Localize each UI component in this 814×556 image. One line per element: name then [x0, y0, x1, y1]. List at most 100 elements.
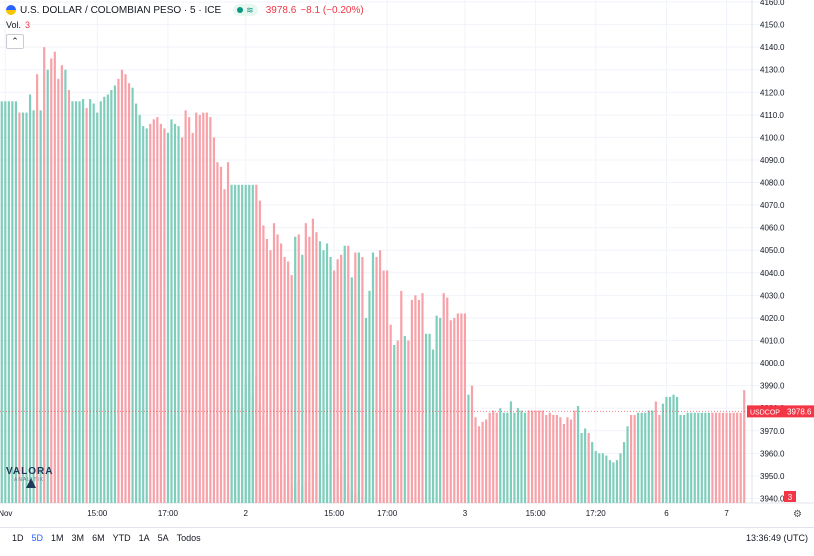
price-bar[interactable] — [85, 108, 88, 503]
price-bar[interactable] — [538, 410, 541, 503]
price-bar[interactable] — [569, 419, 573, 504]
price-bar[interactable] — [495, 412, 498, 503]
price-bar[interactable] — [46, 69, 49, 504]
price-bar[interactable] — [364, 317, 368, 503]
price-bar[interactable] — [743, 390, 746, 503]
price-bar[interactable] — [191, 132, 194, 503]
price-bar[interactable] — [67, 90, 71, 503]
price-bar[interactable] — [736, 412, 739, 503]
price-bar[interactable] — [389, 324, 392, 503]
price-bar[interactable] — [587, 433, 590, 503]
price-bar[interactable] — [453, 317, 456, 503]
price-bar[interactable] — [308, 236, 311, 503]
price-bar[interactable] — [573, 410, 576, 503]
price-bar[interactable] — [212, 137, 215, 504]
price-bar[interactable] — [541, 410, 544, 503]
price-bar[interactable] — [262, 225, 265, 503]
price-bar[interactable] — [223, 189, 226, 504]
price-bar[interactable] — [637, 412, 640, 503]
price-bar[interactable] — [202, 112, 205, 503]
price-bar[interactable] — [516, 408, 520, 503]
price-bar[interactable] — [506, 412, 509, 503]
price-bar[interactable] — [311, 218, 314, 503]
price-bar[interactable] — [555, 414, 558, 503]
price-bar[interactable] — [647, 410, 650, 503]
price-bar[interactable] — [7, 101, 10, 503]
price-bar[interactable] — [198, 114, 201, 504]
price-bar[interactable] — [728, 412, 732, 503]
price-bar[interactable] — [11, 101, 14, 503]
price-bar[interactable] — [241, 184, 244, 503]
price-bar[interactable] — [343, 245, 346, 503]
price-bar[interactable] — [675, 396, 679, 503]
price-bar[interactable] — [417, 299, 421, 503]
price-bar[interactable] — [173, 123, 177, 503]
price-bar[interactable] — [400, 290, 403, 503]
price-bar[interactable] — [711, 412, 714, 503]
price-bar[interactable] — [333, 270, 336, 503]
price-bar[interactable] — [315, 232, 318, 503]
price-bar[interactable] — [131, 87, 134, 503]
price-bar[interactable] — [559, 417, 562, 503]
price-bar[interactable] — [527, 410, 530, 503]
price-bar[interactable] — [562, 424, 566, 503]
price-bar[interactable] — [622, 442, 626, 503]
clock[interactable]: 13:36:49 (UTC) — [745, 533, 808, 543]
price-bar[interactable] — [432, 349, 435, 503]
price-bar[interactable] — [340, 254, 343, 503]
price-bar[interactable] — [301, 254, 304, 503]
price-bar[interactable] — [513, 412, 516, 503]
price-bar[interactable] — [226, 162, 230, 503]
price-bar[interactable] — [209, 117, 212, 503]
price-bar[interactable] — [127, 83, 131, 504]
range-todos[interactable]: Todos — [176, 533, 201, 543]
price-bar[interactable] — [117, 78, 120, 503]
price-bar[interactable] — [721, 412, 725, 503]
price-bar[interactable] — [36, 74, 39, 503]
price-bar[interactable] — [159, 123, 162, 503]
price-bar[interactable] — [640, 412, 643, 503]
price-bar[interactable] — [424, 333, 428, 503]
range-1a[interactable]: 1A — [138, 533, 150, 543]
price-bar[interactable] — [81, 99, 85, 504]
price-bar[interactable] — [294, 236, 297, 503]
price-bar[interactable] — [460, 313, 463, 503]
price-bar[interactable] — [21, 112, 25, 503]
gear-icon[interactable]: ⚙ — [793, 509, 802, 520]
price-bar[interactable] — [180, 137, 184, 504]
price-bar[interactable] — [629, 414, 633, 503]
price-bar[interactable] — [435, 315, 438, 503]
price-bar[interactable] — [403, 336, 406, 503]
price-bar[interactable] — [135, 103, 138, 504]
price-bar[interactable] — [57, 78, 60, 503]
symbol-title[interactable]: U.S. DOLLAR / COLOMBIAN PESO · 5 · ICE — [20, 4, 222, 16]
price-bar[interactable] — [474, 417, 477, 503]
price-bar[interactable] — [361, 257, 364, 503]
price-bar[interactable] — [704, 412, 707, 503]
price-bar[interactable] — [216, 162, 219, 503]
price-bar[interactable] — [658, 414, 661, 503]
price-bar[interactable] — [255, 184, 258, 503]
price-bar[interactable] — [149, 123, 152, 503]
price-bar[interactable] — [283, 257, 286, 503]
price-bar[interactable] — [531, 410, 534, 503]
price-bar[interactable] — [287, 261, 290, 503]
price-bar[interactable] — [523, 412, 527, 503]
price-bar[interactable] — [96, 112, 99, 503]
price-bar[interactable] — [188, 117, 191, 503]
range-ytd[interactable]: YTD — [112, 533, 131, 543]
price-bar[interactable] — [470, 385, 474, 503]
price-bar[interactable] — [304, 223, 307, 503]
price-bar[interactable] — [584, 428, 587, 503]
price-bar[interactable] — [336, 259, 339, 503]
price-bar[interactable] — [654, 401, 657, 503]
price-bar[interactable] — [686, 412, 689, 503]
price-bar[interactable] — [591, 442, 594, 503]
price-bar[interactable] — [269, 250, 272, 503]
price-bar[interactable] — [251, 184, 254, 503]
price-bar[interactable] — [725, 412, 728, 503]
price-bar[interactable] — [739, 412, 742, 503]
volume-legend[interactable]: Vol. 3 — [6, 20, 30, 30]
price-bar[interactable] — [290, 275, 293, 503]
